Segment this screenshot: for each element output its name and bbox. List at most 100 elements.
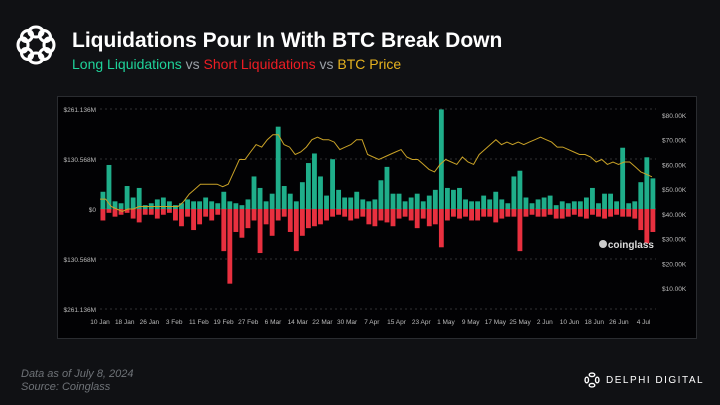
long-liquidation-bar	[299, 182, 305, 209]
long-liquidation-bar	[408, 197, 414, 209]
short-liquidation-bar	[179, 209, 184, 227]
legend-price: BTC Price	[337, 56, 402, 72]
x-tick-label: 18 Jun	[584, 319, 604, 326]
short-liquidation-bar	[354, 209, 360, 219]
y-right-tick-label: $10.00K	[662, 286, 687, 293]
long-liquidation-bar	[124, 186, 130, 209]
long-liquidation-bar	[638, 182, 644, 209]
x-tick-label: 3 Feb	[166, 319, 183, 326]
long-liquidation-bar	[179, 203, 184, 209]
short-liquidation-bar	[620, 209, 626, 217]
short-liquidation-bar	[348, 209, 354, 221]
long-liquidation-bar	[451, 189, 456, 209]
long-liquidation-bar	[106, 164, 112, 209]
short-liquidation-bar	[535, 209, 541, 217]
long-liquidation-bar	[191, 201, 196, 209]
long-liquidation-bar	[384, 166, 390, 209]
long-liquidation-bar	[185, 199, 190, 209]
long-liquidation-bar	[390, 193, 396, 209]
short-liquidation-bar	[547, 209, 553, 215]
short-liquidation-bar	[106, 209, 112, 213]
x-tick-label: 30 Mar	[337, 319, 358, 326]
long-liquidation-bar	[354, 191, 360, 209]
long-liquidation-bar	[481, 195, 487, 209]
long-liquidation-bar	[547, 195, 553, 209]
short-liquidation-bar	[614, 209, 620, 215]
long-liquidation-bar	[227, 201, 233, 209]
long-liquidation-bar	[142, 205, 148, 209]
long-liquidation-bar	[571, 201, 577, 209]
coinglass-logo-icon	[599, 240, 607, 248]
y-right-tick-label: $70.00K	[662, 138, 687, 145]
short-liquidation-bar	[444, 209, 450, 221]
short-liquidation-bar	[269, 209, 275, 236]
long-liquidation-bar	[166, 201, 172, 209]
long-liquidation-bar	[426, 195, 432, 209]
long-liquidation-bar	[275, 126, 281, 209]
long-liquidation-bar	[553, 205, 559, 209]
short-liquidation-bar	[166, 209, 172, 213]
short-liquidation-bar	[136, 209, 142, 223]
short-liquidation-bar	[124, 209, 130, 213]
long-liquidation-bar	[293, 201, 299, 209]
subtitle: Long Liquidations vs Short Liquidations …	[72, 56, 401, 72]
short-liquidation-bar	[481, 209, 487, 217]
long-liquidation-bar	[596, 203, 601, 209]
x-tick-label: 7 Apr	[364, 319, 380, 326]
short-liquidation-bar	[257, 209, 263, 254]
short-liquidation-bar	[330, 209, 335, 217]
page-title: Liquidations Pour In With BTC Break Down	[72, 29, 503, 52]
long-liquidation-bar	[487, 199, 493, 209]
short-liquidation-bar	[221, 209, 227, 252]
long-liquidation-bar	[577, 201, 583, 209]
data-date-note: Data as of July 8, 2024	[21, 368, 134, 380]
long-liquidation-bar	[457, 187, 462, 209]
short-liquidation-bar	[644, 209, 650, 244]
y-right-tick-label: $50.00K	[662, 187, 687, 194]
source-note: Source: Coinglass	[21, 381, 111, 393]
long-liquidation-bar	[529, 203, 535, 209]
short-liquidation-bar	[245, 209, 251, 229]
short-liquidation-bar	[215, 209, 221, 215]
long-liquidation-bar	[305, 163, 311, 209]
x-tick-label: 9 May	[462, 319, 480, 326]
short-liquidation-bar	[118, 209, 124, 215]
long-liquidation-bar	[130, 197, 136, 209]
long-liquidation-bar	[565, 203, 571, 209]
coinglass-watermark: coinglass	[608, 240, 655, 251]
brand: DELPHI DIGITAL	[584, 371, 704, 389]
long-liquidation-bar	[221, 191, 227, 209]
y-left-tick-label: $130.568M	[63, 257, 96, 264]
long-liquidation-bar	[366, 201, 372, 209]
short-liquidation-bar	[583, 209, 589, 219]
x-tick-label: 10 Jan	[90, 319, 110, 326]
y-left-tick-label: $0	[89, 207, 97, 214]
y-left-tick-label: $261.136M	[63, 307, 96, 314]
long-liquidation-bar	[632, 201, 638, 209]
short-liquidation-bar	[251, 209, 257, 221]
long-liquidation-bar	[312, 153, 317, 209]
short-liquidation-bar	[287, 209, 293, 232]
long-liquidation-bar	[444, 187, 450, 209]
short-liquidation-bar	[112, 209, 118, 217]
vs-text: vs	[315, 56, 338, 72]
short-liquidation-bar	[324, 209, 329, 221]
brand-name: DELPHI DIGITAL	[606, 374, 705, 386]
long-liquidation-bar	[463, 199, 468, 209]
long-liquidation-bar	[505, 203, 511, 209]
short-liquidation-bar	[420, 209, 426, 219]
short-liquidation-bar	[384, 209, 390, 223]
long-liquidation-bar	[330, 159, 335, 209]
short-liquidation-bar	[227, 209, 233, 284]
short-liquidation-bar	[390, 209, 396, 227]
long-liquidation-bar	[233, 203, 239, 209]
long-liquidation-bar	[644, 157, 650, 209]
short-liquidation-bar	[209, 209, 215, 221]
short-liquidation-bar	[559, 209, 565, 219]
short-liquidation-bar	[529, 209, 535, 215]
long-liquidation-bar	[173, 205, 178, 209]
short-liquidation-bar	[499, 209, 505, 219]
long-liquidation-bar	[348, 197, 354, 209]
long-liquidation-bar	[620, 147, 626, 209]
y-right-tick-label: $40.00K	[662, 212, 687, 219]
